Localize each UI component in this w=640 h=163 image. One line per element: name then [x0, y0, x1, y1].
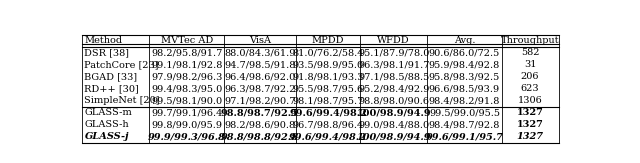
Text: 99.5/98.1/90.0: 99.5/98.1/90.0	[151, 96, 222, 105]
Text: 95.8/98.3/92.5: 95.8/98.3/92.5	[429, 72, 500, 81]
Text: 98.1/98.7/95.7: 98.1/98.7/95.7	[292, 96, 364, 105]
Text: RD++ [30]: RD++ [30]	[84, 84, 140, 93]
Text: 99.6/99.4/98.2: 99.6/99.4/98.2	[289, 108, 367, 117]
Text: 98.8/98.7/92.5: 98.8/98.7/92.5	[221, 108, 299, 117]
Text: 31: 31	[524, 60, 536, 69]
Text: Method: Method	[84, 36, 123, 45]
Text: VisA: VisA	[249, 36, 271, 45]
Text: BGAD [33]: BGAD [33]	[84, 72, 138, 81]
Text: 97.1/98.2/90.7: 97.1/98.2/90.7	[224, 96, 296, 105]
Text: 98.4/98.7/92.8: 98.4/98.7/92.8	[429, 120, 500, 129]
Text: 98.2/98.6/90.8: 98.2/98.6/90.8	[224, 120, 296, 129]
Text: 99.0/98.4/88.0: 99.0/98.4/88.0	[358, 120, 429, 129]
Text: 95.1/87.9/78.0: 95.1/87.9/78.0	[358, 48, 429, 57]
Text: PatchCore [23]: PatchCore [23]	[84, 60, 159, 69]
Text: 97.9/98.2/96.3: 97.9/98.2/96.3	[151, 72, 222, 81]
Text: 100/98.9/94.9: 100/98.9/94.9	[356, 132, 431, 141]
Text: 98.4/98.2/91.8: 98.4/98.2/91.8	[429, 96, 500, 105]
Text: 97.1/98.5/88.5: 97.1/98.5/88.5	[358, 72, 429, 81]
Text: 94.7/98.5/91.8: 94.7/98.5/91.8	[224, 60, 296, 69]
Text: 95.5/98.7/95.6: 95.5/98.7/95.6	[292, 84, 364, 93]
Text: SimpleNet [20]: SimpleNet [20]	[84, 96, 160, 105]
Text: 99.9/99.3/96.8: 99.9/99.3/96.8	[148, 132, 225, 141]
Text: 99.6/99.1/95.7: 99.6/99.1/95.7	[426, 132, 503, 141]
Text: 99.4/98.3/95.0: 99.4/98.3/95.0	[151, 84, 222, 93]
Text: 96.6/98.5/93.9: 96.6/98.5/93.9	[429, 84, 500, 93]
Text: 98.8/98.8/92.8: 98.8/98.8/92.8	[221, 132, 299, 141]
Text: Throughput: Throughput	[501, 36, 559, 45]
Text: 90.6/86.0/72.5: 90.6/86.0/72.5	[429, 48, 500, 57]
Text: 99.5/99.0/95.5: 99.5/99.0/95.5	[429, 108, 500, 117]
Text: 96.3/98.1/91.7: 96.3/98.1/91.7	[358, 60, 429, 69]
Text: 623: 623	[521, 84, 540, 93]
Text: 88.0/84.3/61.9: 88.0/84.3/61.9	[224, 48, 296, 57]
Text: 95.9/98.4/92.8: 95.9/98.4/92.8	[429, 60, 500, 69]
Text: 100/98.9/94.9: 100/98.9/94.9	[356, 108, 431, 117]
Text: GLASS-j: GLASS-j	[84, 132, 129, 141]
Text: 1327: 1327	[516, 108, 543, 117]
Text: 96.3/98.7/92.2: 96.3/98.7/92.2	[224, 84, 296, 93]
Text: DSR [38]: DSR [38]	[84, 48, 129, 57]
Text: 582: 582	[521, 48, 540, 57]
Text: 96.7/98.8/96.4: 96.7/98.8/96.4	[292, 120, 364, 129]
Text: 1327: 1327	[516, 120, 543, 129]
Text: 98.2/95.8/91.7: 98.2/95.8/91.7	[151, 48, 222, 57]
Text: MPDD: MPDD	[312, 36, 344, 45]
Text: 81.0/76.2/58.4: 81.0/76.2/58.4	[292, 48, 364, 57]
Text: 98.8/98.0/90.6: 98.8/98.0/90.6	[358, 96, 429, 105]
Text: 99.7/99.1/96.4: 99.7/99.1/96.4	[151, 108, 222, 117]
Text: WFDD: WFDD	[378, 36, 410, 45]
Text: 1327: 1327	[516, 132, 543, 141]
Text: 93.5/98.9/95.0: 93.5/98.9/95.0	[292, 60, 364, 69]
Text: Avg.: Avg.	[454, 36, 475, 45]
Text: GLASS-m: GLASS-m	[84, 108, 132, 117]
Text: GLASS-h: GLASS-h	[84, 120, 129, 129]
Text: 91.8/98.1/93.3: 91.8/98.1/93.3	[292, 72, 364, 81]
Text: 99.8/99.0/95.9: 99.8/99.0/95.9	[151, 120, 222, 129]
Text: MVTec AD: MVTec AD	[161, 36, 212, 45]
Text: 99.6/99.4/98.2: 99.6/99.4/98.2	[289, 132, 367, 141]
Text: 99.1/98.1/92.8: 99.1/98.1/92.8	[151, 60, 222, 69]
Text: 96.4/98.6/92.0: 96.4/98.6/92.0	[224, 72, 296, 81]
Text: 206: 206	[521, 72, 540, 81]
Text: 1306: 1306	[518, 96, 543, 105]
Text: 95.2/98.4/92.9: 95.2/98.4/92.9	[358, 84, 429, 93]
